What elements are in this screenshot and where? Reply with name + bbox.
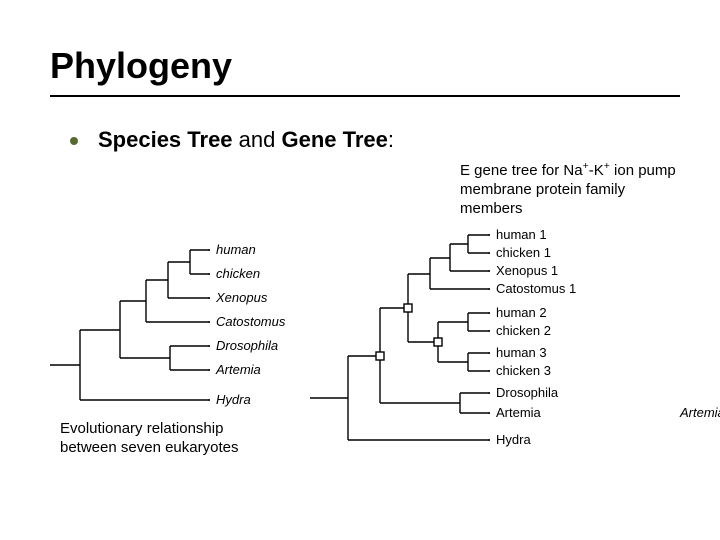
species-tree-diagram: humanchickenXenopusCatostomusDrosophilaA… [50,240,230,420]
page-title: Phylogeny [50,45,680,87]
tree-tip-label: human [216,242,256,257]
tree-tip-label: human 2 [496,305,547,320]
tree-tip-label: chicken 2 [496,323,551,338]
tree-tip-label: chicken [216,266,260,281]
caption-species-tree: Evolutionary relationship between seven … [60,420,260,458]
caption-right-mid: -K [589,162,604,179]
slide: Phylogeny Species Tree and Gene Tree: E … [0,0,720,540]
gene-tree-diagram: human 1chicken 1Xenopus 1Catostomus 1hum… [310,225,510,455]
caption-right-prefix: E gene tree for Na [460,162,583,179]
tree-tip-label: Artemia [216,362,261,377]
tree-tip-label: human 1 [496,227,547,242]
tree-tip-label: human 3 [496,345,547,360]
tree-tip-label: chicken 3 [496,363,551,378]
bullet-row: Species Tree and Gene Tree: [50,127,680,153]
tree-tip-label: Xenopus [216,290,267,305]
tree-tip-label: chicken 1 [496,245,551,260]
title-underline [50,95,680,97]
stray-artemia-label: Artemia [680,405,720,420]
bullet-gene-tree: Gene Tree [281,127,387,152]
bullet-colon: : [388,127,394,152]
tree-tip-label: Catostomus [216,314,285,329]
bullet-dot-icon [70,137,78,145]
tree-tip-label: Hydra [496,432,531,447]
tree-tip-label: Hydra [216,392,251,407]
bullet-species-tree: Species Tree [98,127,233,152]
tree-tip-label: Catostomus 1 [496,281,576,296]
bullet-text: Species Tree and Gene Tree: [98,127,394,153]
tree-tip-label: Drosophila [496,385,558,400]
tree-tip-label: Drosophila [216,338,278,353]
caption-gene-tree: E gene tree for Na+-K+ ion pump membrane… [460,160,680,218]
tree-tip-label: Xenopus 1 [496,263,558,278]
tree-tip-label: Artemia [496,405,541,420]
bullet-and: and [233,127,282,152]
